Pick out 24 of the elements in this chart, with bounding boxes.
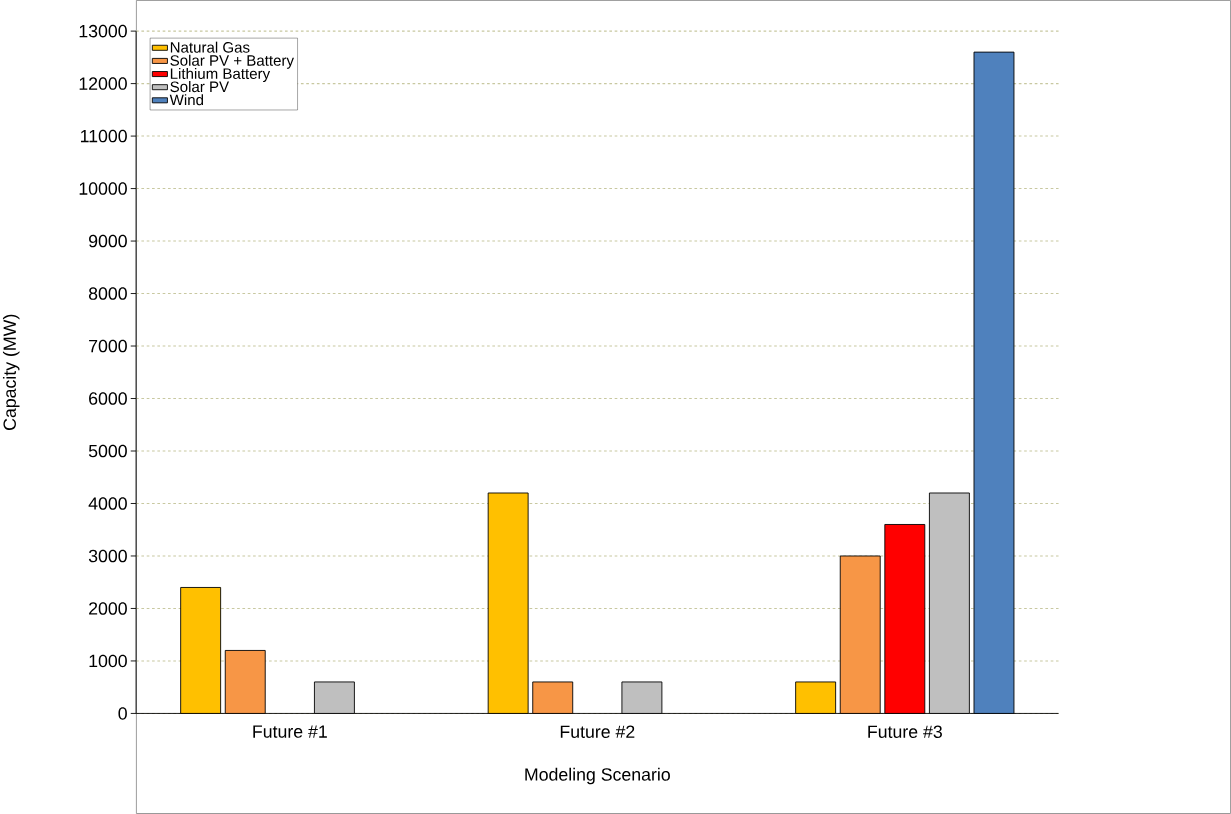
legend-label: Lithium Battery bbox=[170, 67, 271, 82]
y-tick-label: 1000 bbox=[89, 654, 127, 668]
x-axis-title: Modeling Scenario bbox=[525, 767, 670, 785]
legend-label: Solar PV bbox=[170, 81, 230, 93]
legend-label: Wind bbox=[169, 94, 204, 106]
y-tick-label: 3000 bbox=[88, 549, 127, 563]
y-tick-label: 11000 bbox=[80, 129, 127, 143]
y-tick-label: 7000 bbox=[89, 339, 127, 353]
y-tick-label: 5000 bbox=[88, 444, 127, 458]
legend-label: Solar PV + Battery bbox=[170, 54, 294, 69]
y-tick-label: 13000 bbox=[79, 24, 127, 38]
y-tick-label: 6000 bbox=[89, 392, 127, 405]
y-tick-label: 12000 bbox=[79, 77, 127, 90]
y-tick-label: 4000 bbox=[88, 497, 127, 510]
y-tick-label: 10000 bbox=[79, 182, 127, 195]
y-axis-title: Capacity (MW) bbox=[2, 314, 20, 430]
x-tick-label: Future #3 bbox=[868, 725, 942, 739]
y-tick-label: 2000 bbox=[89, 602, 127, 615]
y-tick-label: 0 bbox=[118, 707, 127, 720]
legend-label: Natural Gas bbox=[170, 41, 250, 53]
x-tick-label: Future #2 bbox=[560, 725, 635, 739]
y-tick-label: 9000 bbox=[89, 234, 127, 248]
y-tick-label: 8000 bbox=[88, 287, 127, 300]
x-tick-label: Future #1 bbox=[253, 725, 327, 738]
